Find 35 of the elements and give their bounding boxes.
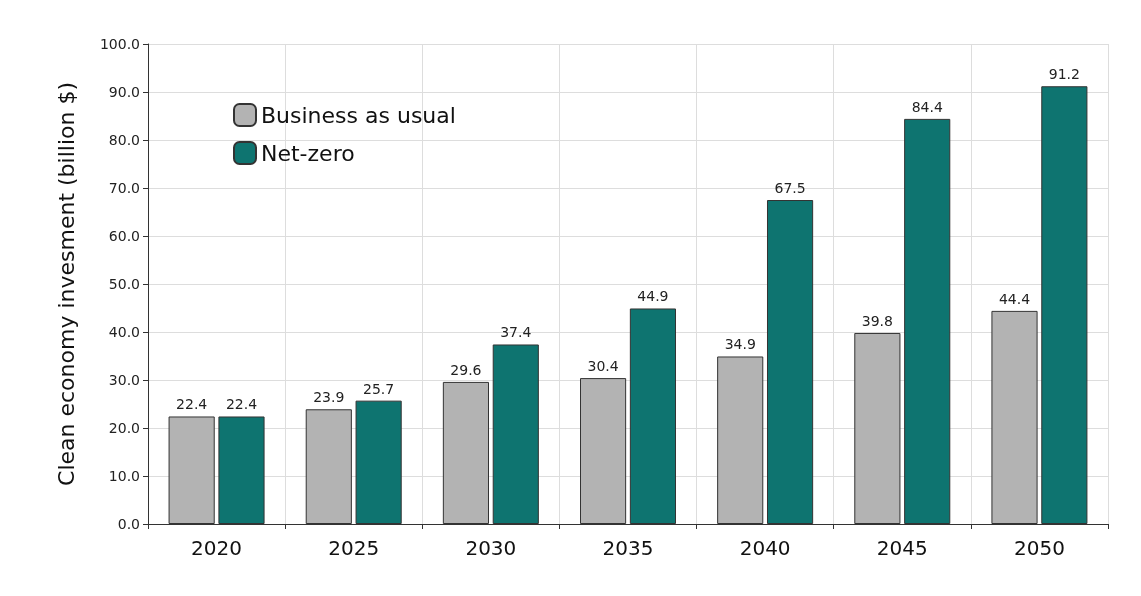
data-label: 25.7 <box>363 380 395 397</box>
data-label: 91.2 <box>1048 66 1080 83</box>
data-label: 39.8 <box>861 312 893 329</box>
data-label: 44.4 <box>998 290 1031 307</box>
legend-label: Net-zero <box>261 140 355 166</box>
y-tick-label: 80.0 <box>108 132 140 148</box>
data-label: 37.4 <box>500 324 532 341</box>
y-tick-label: 90.0 <box>108 84 140 100</box>
y-tick-label: 70.0 <box>108 180 140 196</box>
y-tick-label: 60.0 <box>108 228 140 244</box>
x-tick-label: 2050 <box>1013 536 1065 560</box>
y-tick-label: 30.0 <box>108 372 140 388</box>
y-tick-label: 40.0 <box>108 324 140 340</box>
data-label: 34.9 <box>724 336 756 353</box>
data-label: 22.4 <box>225 396 258 413</box>
x-tick-label: 2025 <box>328 536 380 560</box>
legend-label: Business as usual <box>261 102 456 128</box>
y-tick-label: 50.0 <box>108 276 140 292</box>
x-tick-label: 2030 <box>465 536 517 560</box>
x-tick-label: 2040 <box>739 536 791 560</box>
data-label: 23.9 <box>313 389 345 406</box>
y-axis-title: Clean economy invesment (billion $) <box>53 82 79 486</box>
data-label: 67.5 <box>774 180 806 196</box>
data-label: 30.4 <box>587 358 619 375</box>
data-label: 84.4 <box>911 98 943 115</box>
x-tick-label: 2035 <box>602 536 654 560</box>
data-label: 29.6 <box>450 361 482 378</box>
x-tick-label: 2020 <box>191 536 243 560</box>
y-tick-label: 100.0 <box>99 36 140 52</box>
y-tick-label: 10.0 <box>108 468 140 484</box>
y-tick-label: 20.0 <box>108 420 140 436</box>
y-tick-label: 0.0 <box>117 516 140 532</box>
data-label: 22.4 <box>176 396 208 413</box>
data-label: 44.9 <box>637 288 669 305</box>
x-tick-label: 2045 <box>876 536 928 560</box>
